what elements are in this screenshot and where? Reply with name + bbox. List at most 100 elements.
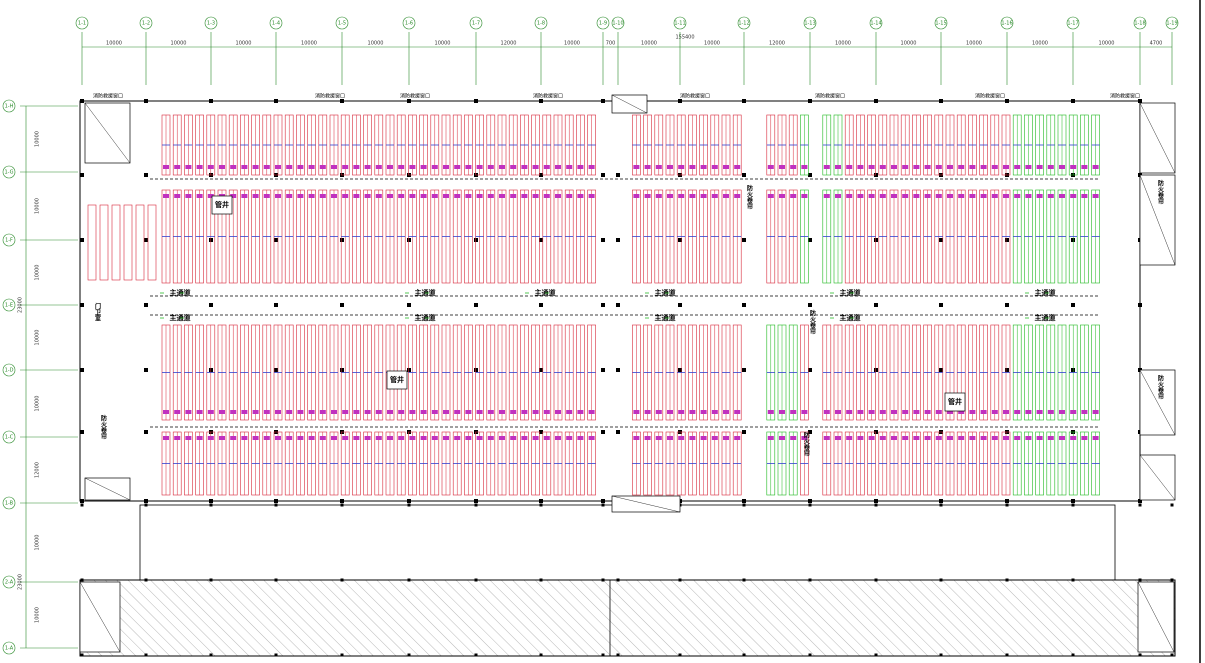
column [808,173,812,177]
rack-tag [252,194,259,198]
rack-tag [857,194,864,198]
rack-tag [331,194,337,198]
rack-tag [252,410,259,414]
column [601,499,605,503]
rack-tag [790,410,797,414]
column [1071,578,1075,582]
grid-label: 1-C [5,435,14,441]
rack-tag [891,436,897,440]
rescue-window-label: 消防救援窗口 [975,93,1005,100]
rack-tag [543,165,550,169]
rack-tag [454,165,461,169]
rack-tag [577,165,584,169]
column [874,503,878,507]
rack-tag [286,410,293,414]
rack-tag [364,436,371,440]
column [808,99,812,103]
rack-tag [924,410,931,414]
rescue-window-label: 消防救援窗口 [533,93,563,100]
rack-tag [1014,410,1021,414]
column [1138,303,1142,307]
column [808,238,812,242]
rack-tag [879,194,886,198]
rack-tag [924,165,931,169]
rack-tag [263,436,270,440]
column [1138,578,1142,582]
rescue-window-label: 消防救援窗口 [400,93,430,100]
fire-shutter-label: 防火卷帘 [1157,179,1165,205]
rack-tag [678,436,685,440]
column [742,499,746,503]
rack-tag [1081,410,1088,414]
rack-tag [588,410,595,414]
rack-tag [230,436,237,440]
column [601,430,605,434]
rack-tag [991,194,998,198]
column [80,368,84,372]
rack-tag [868,436,875,440]
stair-diagonal [79,581,121,653]
rack-tag [510,194,517,198]
main-aisle-label: 主通道 [170,313,191,322]
rack-tag [1059,436,1065,440]
grid-label: 1-A [5,646,14,652]
column [742,653,746,657]
rack-tag [644,436,651,440]
column [539,99,543,103]
rack-tag [1070,410,1077,414]
rack-tag [958,194,965,198]
rack-tag [835,436,841,440]
main-aisle-label: 主通道 [415,288,436,297]
column [808,499,812,503]
rack-tag [398,165,405,169]
rack-tag [711,410,718,414]
dimension-label: 10000 [35,607,41,623]
rack-tag [566,194,573,198]
column [144,653,148,657]
rack-tag [308,410,315,414]
rack-tag [353,165,360,169]
rack-tag [532,436,539,440]
rack-tag [980,410,987,414]
rack-tag [1059,165,1065,169]
column [601,303,605,307]
rack-tag [521,194,528,198]
rack-tag [219,436,225,440]
grid-bubble [611,16,625,30]
column [601,238,605,242]
rack-tag [689,194,696,198]
column [616,238,620,242]
column [1071,303,1075,307]
rack-tag [308,436,315,440]
rack-tag [1014,436,1021,440]
grid-label: 1-7 [472,21,480,27]
column [601,173,605,177]
main-aisle-label: 主通道 [170,288,191,297]
column [407,499,411,503]
rack-tag [443,436,449,440]
column [274,303,278,307]
grid-bubble [2,575,16,589]
rack [147,204,157,281]
rack-tag [678,194,685,198]
grid-bubble [2,496,16,510]
column [808,653,812,657]
rack-tag [801,436,808,440]
column [1138,503,1142,507]
rack-tag [734,165,741,169]
rack-tag [633,410,640,414]
rack-tag [353,410,360,414]
column [407,503,411,507]
dimension-label: 10000 [35,535,41,551]
column [678,99,682,103]
rack-tag [969,436,976,440]
stair-diagonal [1139,174,1176,266]
rack-tag [913,194,920,198]
rack-tag [991,165,998,169]
stair-diagonal [1139,454,1176,501]
column [340,499,344,503]
rack-tag [969,410,976,414]
column [474,578,478,582]
rack-tag [655,165,662,169]
shaft-box [211,195,233,215]
